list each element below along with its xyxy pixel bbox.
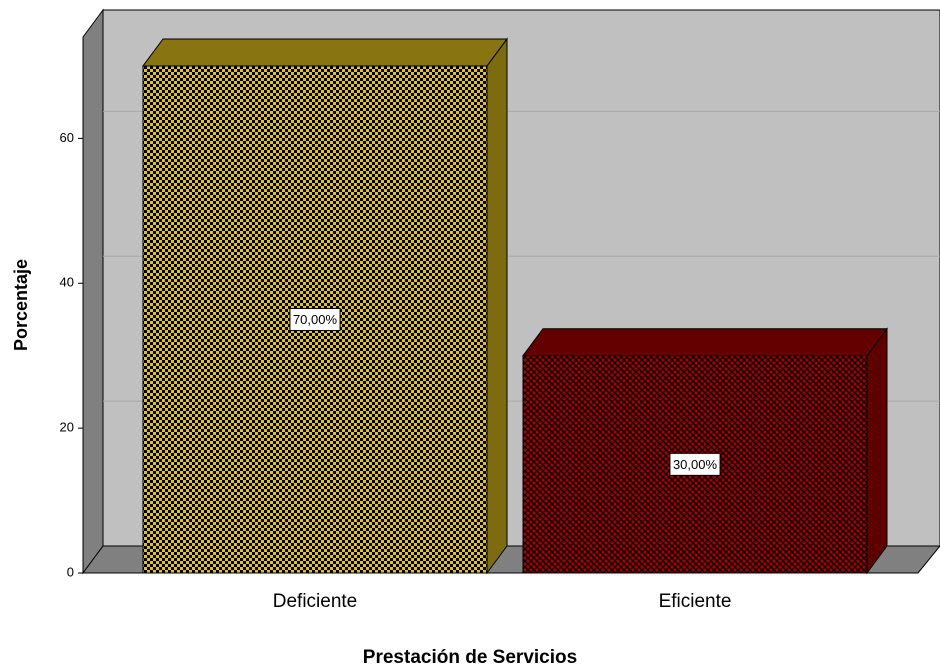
bar-top: [142, 38, 508, 67]
bar-side: [486, 37, 508, 575]
y-tick-label: 40: [60, 275, 74, 290]
side-wall: [82, 8, 104, 575]
x-axis-label: Prestación de Servicios: [363, 647, 577, 668]
bar-side: [866, 327, 888, 575]
value-label-box: [289, 307, 341, 331]
value-label: 70,00%: [293, 312, 338, 327]
y-tick-label: 20: [60, 420, 74, 435]
x-tick-label: Deficiente: [273, 591, 358, 612]
bar-top: [522, 328, 888, 357]
value-label: 30,00%: [673, 457, 718, 472]
x-tick-label: Eficiente: [659, 591, 732, 612]
y-axis-label: Porcentaje: [11, 259, 31, 351]
value-label-box: [669, 452, 721, 476]
y-tick-label: 60: [60, 130, 74, 145]
y-tick-label: 0: [67, 564, 74, 579]
